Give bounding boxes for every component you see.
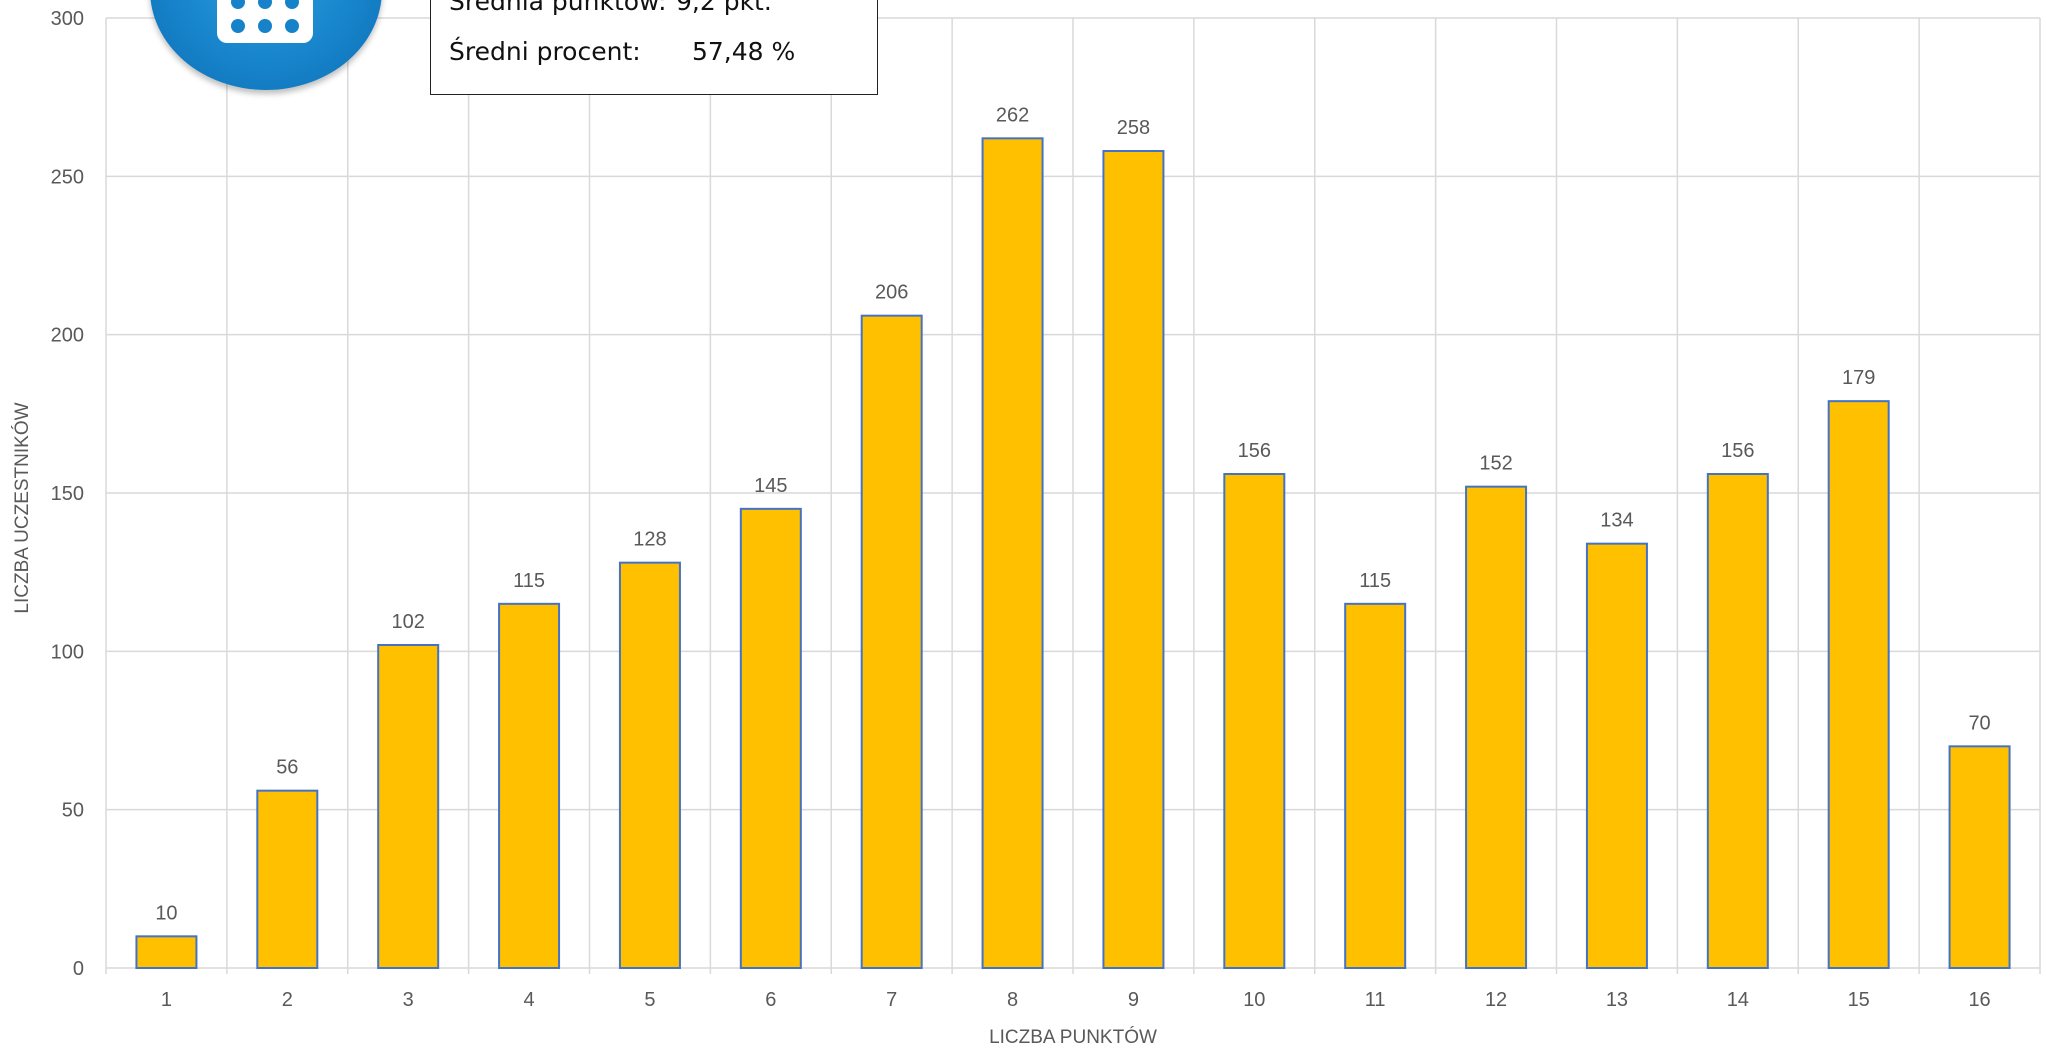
data-label: 102 — [392, 611, 425, 633]
data-label: 145 — [754, 475, 787, 497]
x-tick-label: 2 — [282, 989, 293, 1011]
x-tick-label: 15 — [1848, 989, 1870, 1011]
x-tick-label: 14 — [1727, 989, 1749, 1011]
bar — [739, 507, 802, 969]
y-tick-label: 0 — [73, 958, 84, 980]
x-tick-label: 5 — [644, 989, 655, 1011]
x-tick-label: 3 — [403, 989, 414, 1011]
x-tick-label: 7 — [886, 989, 897, 1011]
x-tick-label: 1 — [161, 989, 172, 1011]
bar — [498, 602, 561, 969]
x-axis-ticks: 1 2 3 4 5 6 7 8 9 10 11 12 13 14 15 16 — [161, 989, 1991, 1011]
mean-percent-row: Średni procent: 57,48 % — [449, 37, 795, 66]
x-tick-label: 4 — [524, 989, 535, 1011]
chart-grid — [105, 17, 2041, 974]
bar — [256, 789, 319, 970]
x-tick-label: 8 — [1007, 989, 1018, 1011]
x-tick-label: 11 — [1365, 989, 1386, 1011]
bar — [1223, 473, 1286, 969]
x-tick-label: 6 — [765, 989, 776, 1011]
data-label: 134 — [1600, 510, 1633, 532]
stats-box: Średnia punktów: 9,2 pkt. Średni procent… — [430, 0, 878, 95]
bar — [618, 561, 681, 970]
data-label: 152 — [1479, 453, 1512, 475]
bar — [1102, 150, 1165, 969]
chart-bars — [135, 137, 2011, 970]
bar — [135, 935, 198, 969]
mean-percent-label: Średni procent: — [449, 37, 641, 66]
x-tick-label: 16 — [1968, 989, 1990, 1011]
bar — [860, 314, 923, 969]
chart-data-labels: 10 56 102 115 128 145 206 262 258 156 115 152 134 156… — [155, 104, 1990, 924]
y-axis-title: LICZBA UCZESTNIKÓW — [11, 402, 33, 613]
data-label: 258 — [1117, 117, 1150, 139]
data-label: 115 — [1359, 570, 1391, 592]
y-tick-label: 200 — [51, 325, 84, 347]
data-label: 179 — [1842, 367, 1875, 389]
calculator-icon — [217, 0, 313, 43]
x-axis-title: LICZBA PUNKTÓW — [989, 1026, 1157, 1048]
x-tick-label: 13 — [1606, 989, 1628, 1011]
data-label: 156 — [1238, 440, 1271, 462]
data-label: 115 — [513, 570, 545, 592]
bar — [377, 644, 440, 969]
bar — [1948, 745, 2011, 969]
data-label: 262 — [996, 104, 1029, 126]
bar — [1585, 542, 1648, 970]
data-label: 156 — [1721, 440, 1754, 462]
data-label: 56 — [276, 757, 298, 779]
bar — [1827, 400, 1890, 969]
x-tick-label: 10 — [1243, 989, 1265, 1011]
y-tick-label: 150 — [51, 483, 84, 505]
bar — [1465, 485, 1528, 969]
y-axis-ticks: 0 50 100 150 200 250 300 — [51, 8, 84, 980]
mean-points-label: Średnia punktów: — [449, 0, 667, 16]
mean-points-row: Średnia punktów: 9,2 pkt. — [449, 0, 772, 16]
bar — [1706, 473, 1769, 969]
data-label: 206 — [875, 282, 908, 304]
x-tick-label: 9 — [1128, 989, 1139, 1011]
data-label: 128 — [633, 529, 666, 551]
mean-percent-value: 57,48 % — [692, 37, 796, 66]
y-tick-label: 250 — [51, 166, 84, 188]
y-tick-label: 300 — [51, 8, 84, 30]
x-tick-label: 12 — [1485, 989, 1507, 1011]
y-tick-label: 100 — [51, 641, 84, 663]
bar — [981, 137, 1044, 970]
mean-points-value: 9,2 pkt. — [676, 0, 772, 16]
data-label: 10 — [155, 902, 177, 924]
data-label: 70 — [1968, 712, 1990, 734]
bar — [1344, 602, 1407, 969]
y-tick-label: 50 — [62, 800, 84, 822]
